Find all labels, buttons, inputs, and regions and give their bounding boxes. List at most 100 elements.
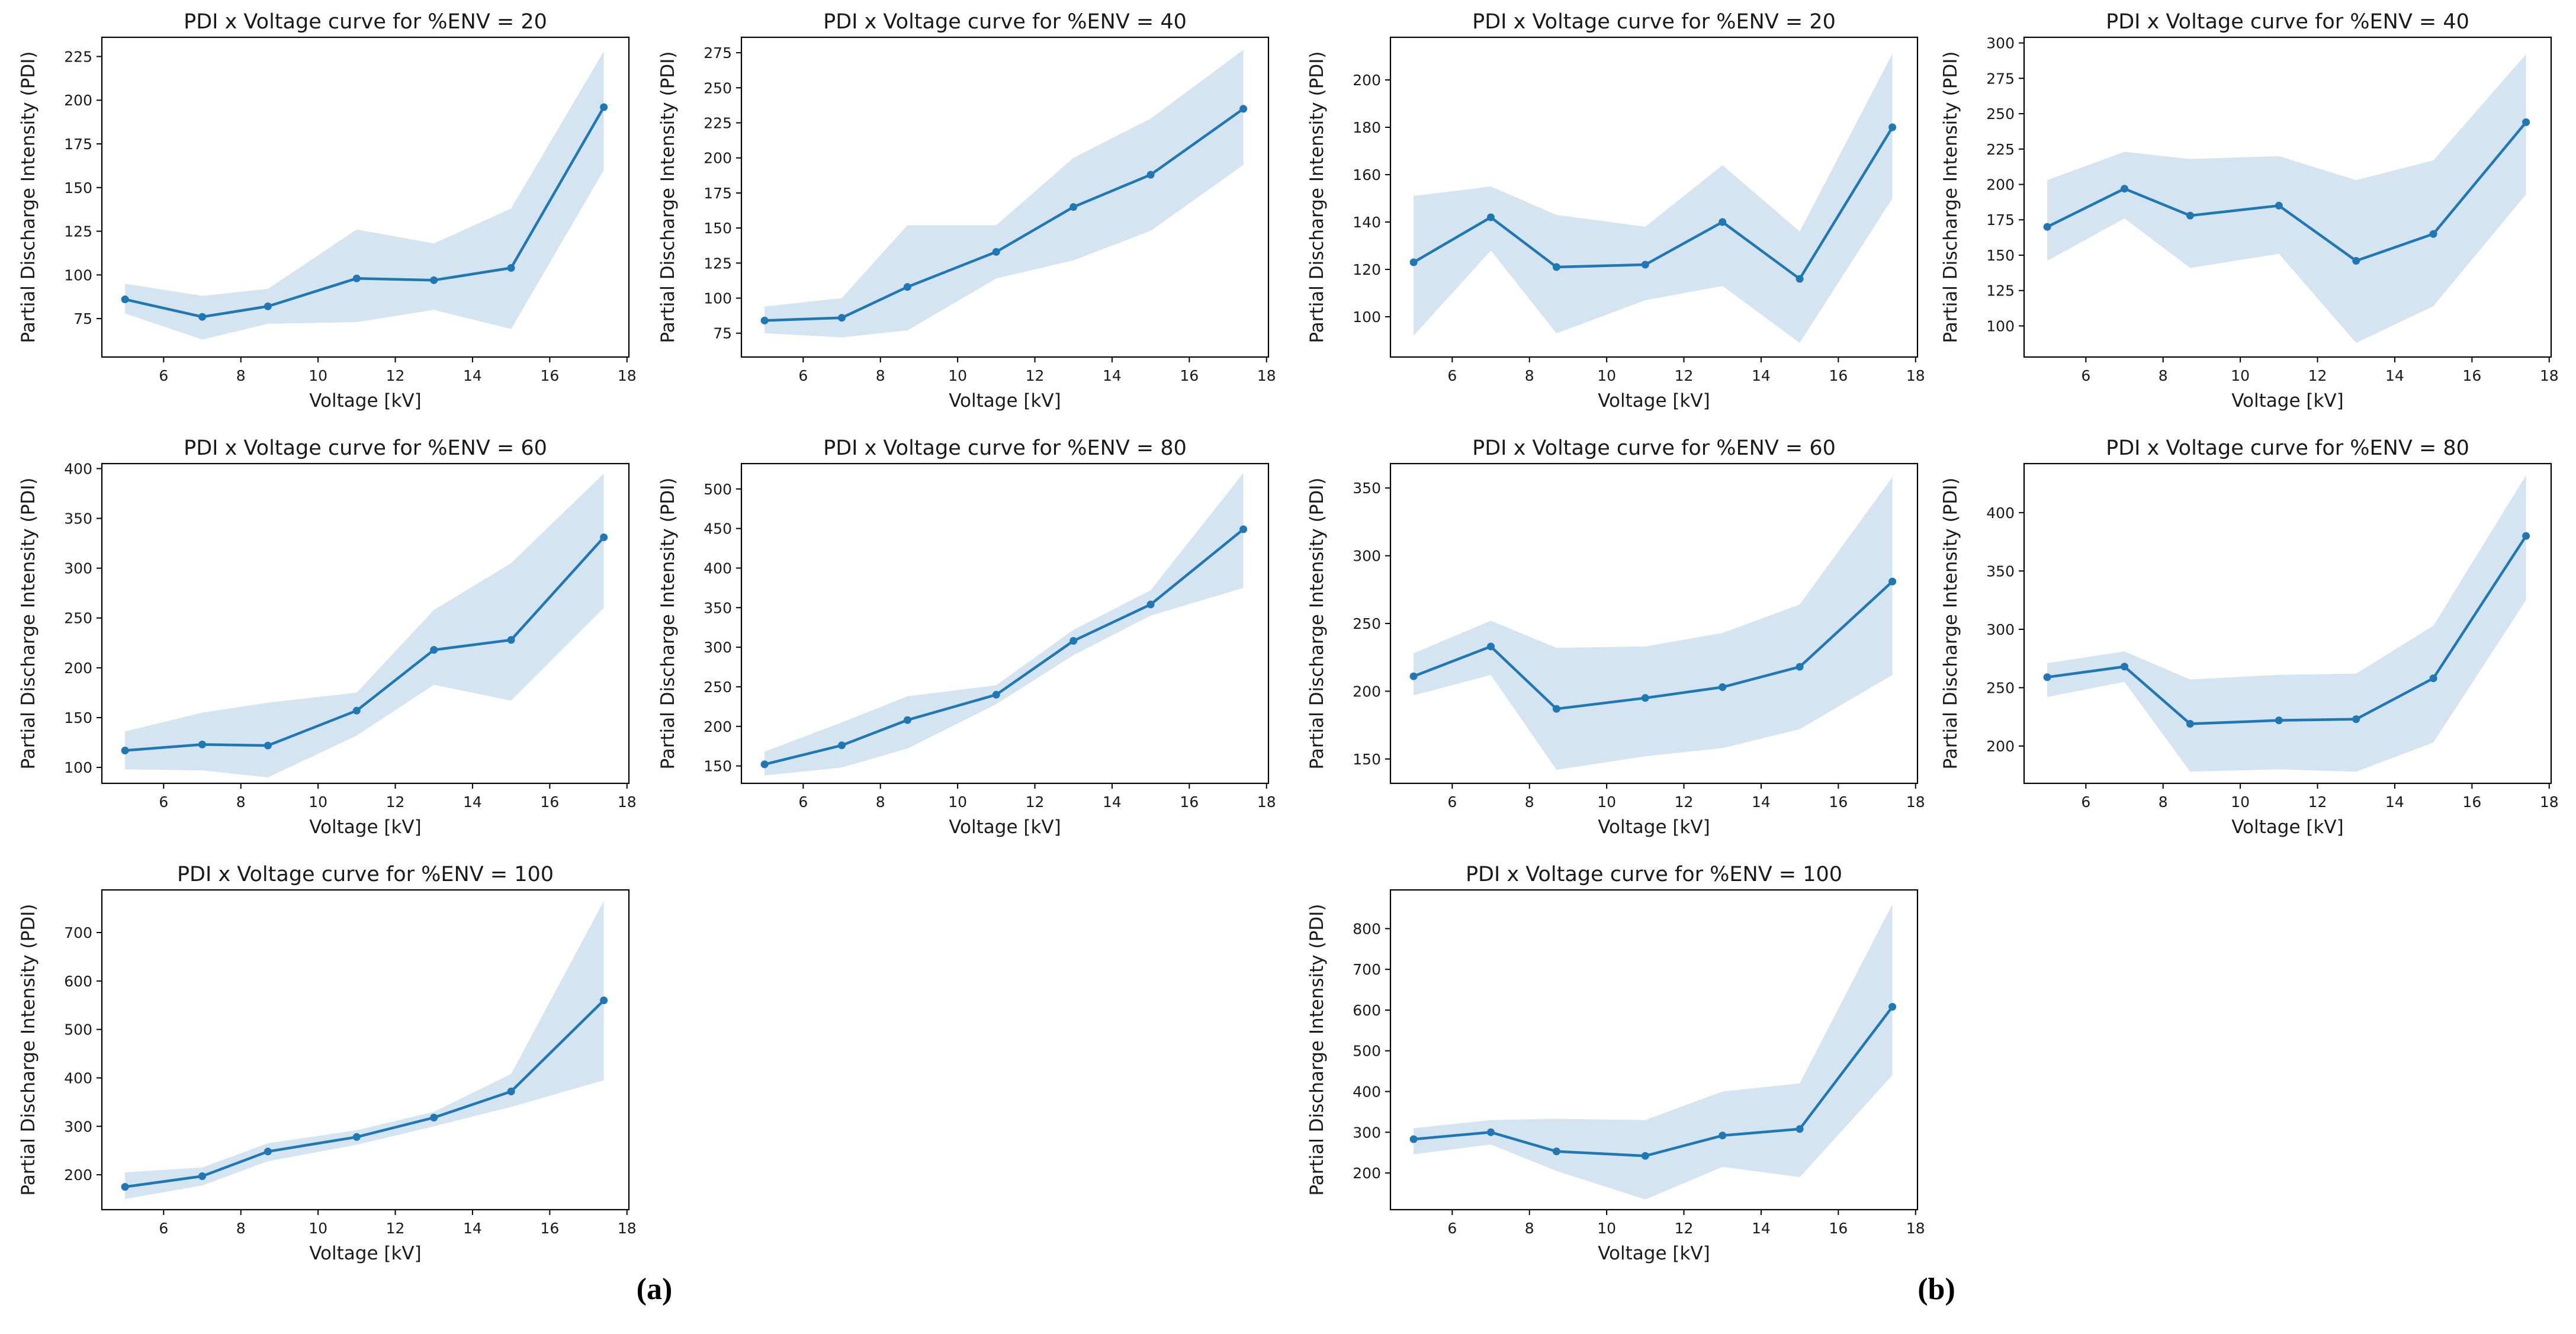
data-point [2186, 211, 2194, 220]
x-tick-label: 14 [2385, 793, 2404, 811]
data-point [352, 1133, 361, 1141]
axes-box [1389, 889, 1919, 1211]
data-point [1409, 672, 1418, 680]
x-tick-label: 16 [540, 793, 559, 811]
y-tick-label: 100 [704, 290, 732, 307]
data-point [121, 295, 129, 304]
data-point [1796, 663, 1804, 671]
x-tick-label: 16 [1829, 793, 1848, 811]
y-tick-label: 275 [704, 44, 732, 62]
x-tick-label: 6 [1447, 793, 1457, 811]
data-point [121, 1183, 129, 1191]
y-tick-label: 450 [704, 520, 732, 538]
data-point [1796, 1125, 1804, 1133]
data-point [1641, 261, 1649, 269]
chart-title: PDI x Voltage curve for %ENV = 60 [1472, 436, 1836, 460]
x-tick-label: 12 [386, 367, 405, 384]
data-point [1888, 1002, 1897, 1011]
chart-title: PDI x Voltage curve for %ENV = 40 [2106, 10, 2469, 34]
x-tick-label: 8 [2159, 793, 2168, 811]
chart-svg-a-env100: 6 8 10 12 14 16 18 200 300 400 500 600 700 PDI x Volt… [18, 863, 637, 1264]
data-point [2275, 716, 2283, 725]
y-tick-label: 150 [704, 220, 732, 237]
confidence-band [125, 473, 604, 777]
y-tick-label: 100 [64, 759, 92, 776]
y-tick-label: 100 [1353, 308, 1381, 326]
x-tick-label: 8 [2159, 367, 2168, 384]
subplot-a-env80: 6 8 10 12 14 16 18 150 200 250 300 350 400 450 500 PDI … [653, 431, 1292, 854]
y-axis-label: Partial Discharge Intensity (PDI) [1940, 51, 1961, 343]
chart-svg-a-env40: 6 8 10 12 14 16 18 75 100 125 150 175 200 225 250 275 PD… [657, 10, 1276, 412]
x-tick-label: 12 [2308, 367, 2327, 384]
data-point [1069, 637, 1078, 645]
y-tick-label: 275 [1986, 70, 2015, 87]
data-point [600, 103, 608, 111]
chart-svg-a-env60: 6 8 10 12 14 16 18 100 150 200 250 300 350 400 PDI x V… [18, 436, 637, 838]
axes-box [101, 889, 630, 1211]
y-tick-label: 125 [1986, 282, 2015, 300]
x-tick-label: 16 [540, 367, 559, 384]
data-point [1641, 1152, 1649, 1160]
panel-label-a: (a) [636, 1272, 673, 1306]
data-point [1888, 123, 1897, 131]
data-point [1796, 275, 1804, 283]
confidence-band [2047, 475, 2526, 772]
y-tick-label: 700 [1353, 961, 1381, 978]
data-point [1409, 1135, 1418, 1143]
data-point [1719, 683, 1727, 691]
y-tick-label: 120 [1353, 261, 1381, 278]
x-tick-label: 16 [1180, 793, 1199, 811]
x-tick-label: 8 [876, 793, 885, 811]
data-point [2522, 532, 2530, 540]
y-tick-label: 140 [1353, 214, 1381, 231]
x-tick-label: 8 [236, 793, 246, 811]
y-tick-label: 200 [1353, 683, 1381, 700]
x-axis-label: Voltage [kV] [1598, 390, 1710, 412]
axes-box [101, 36, 630, 358]
confidence-band [765, 473, 1244, 776]
data-point [1409, 258, 1418, 266]
x-tick-label: 8 [236, 367, 246, 384]
axes-box [740, 462, 1270, 785]
data-point [121, 747, 129, 754]
y-tick-label: 300 [1353, 548, 1381, 565]
data-point [838, 314, 846, 322]
y-tick-label: 100 [1986, 317, 2015, 335]
chart-title: PDI x Voltage curve for %ENV = 100 [177, 863, 554, 886]
x-axis-label: Voltage [kV] [2231, 390, 2343, 412]
y-tick-label: 300 [1353, 1124, 1381, 1141]
x-tick-label: 10 [309, 793, 327, 811]
y-tick-label: 100 [64, 266, 92, 284]
data-point [1719, 218, 1727, 226]
x-tick-label: 16 [2462, 793, 2481, 811]
y-tick-label: 150 [64, 709, 92, 727]
y-tick-label: 250 [1986, 105, 2015, 123]
x-tick-label: 8 [1525, 793, 1534, 811]
x-tick-label: 6 [1447, 367, 1457, 384]
chart-title: PDI x Voltage curve for %ENV = 80 [2106, 436, 2469, 460]
chart-title: PDI x Voltage curve for %ENV = 20 [1472, 10, 1836, 34]
subplot-a-env60: 6 8 10 12 14 16 18 100 150 200 250 300 350 400 PDI x V… [13, 431, 653, 854]
data-point [903, 283, 911, 291]
x-tick-label: 14 [463, 367, 482, 384]
y-tick-label: 175 [1986, 211, 2015, 229]
y-axis-label: Partial Discharge Intensity (PDI) [1940, 477, 1961, 769]
x-tick-label: 14 [1752, 1220, 1771, 1237]
x-tick-label: 8 [1525, 367, 1534, 384]
data-point [1552, 705, 1560, 713]
chart-svg-a-env80: 6 8 10 12 14 16 18 150 200 250 300 350 400 450 500 PDI … [657, 436, 1276, 838]
y-axis-label: Partial Discharge Intensity (PDI) [1306, 904, 1328, 1195]
y-tick-label: 75 [73, 310, 92, 327]
y-axis-label: Partial Discharge Intensity (PDI) [18, 904, 39, 1195]
x-tick-label: 10 [1597, 1220, 1616, 1237]
chart-title: PDI x Voltage curve for %ENV = 80 [823, 436, 1187, 460]
y-tick-label: 225 [704, 114, 732, 131]
data-point [2522, 118, 2530, 126]
x-tick-label: 12 [2308, 793, 2327, 811]
x-tick-label: 14 [1103, 793, 1122, 811]
data-point [264, 1147, 272, 1156]
axes-box [2023, 36, 2552, 358]
x-tick-label: 6 [798, 793, 808, 811]
y-tick-label: 150 [1986, 247, 2015, 264]
data-point [1719, 1132, 1727, 1140]
